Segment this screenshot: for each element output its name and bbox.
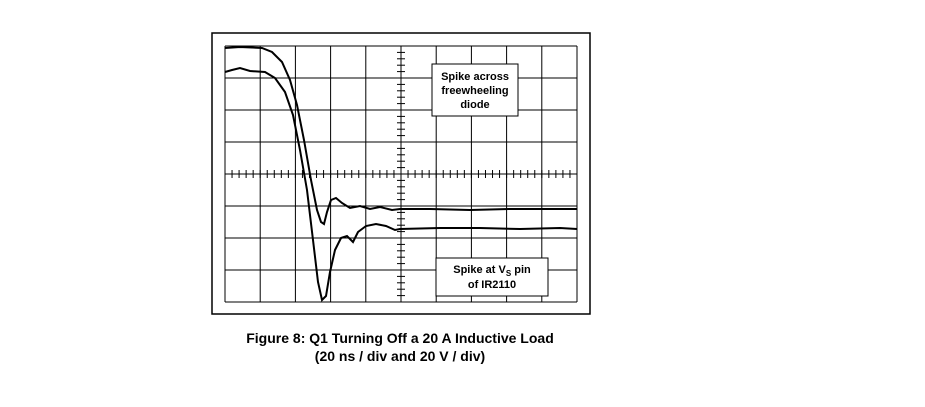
trace-freewheeling (224, 45, 577, 226)
annotation-text: Spike at VS pin (453, 264, 531, 278)
annotation-subscript: S (506, 269, 512, 278)
annotation-text: diode (460, 99, 489, 111)
trace-vs-pin (224, 66, 578, 302)
annotation-box (435, 257, 549, 297)
annotation-text: pin (511, 264, 531, 276)
scope-frame (211, 32, 591, 315)
annotation-text: Spike at V (453, 264, 506, 276)
caption: Figure 8: Q1 Turning Off a 20 A Inductiv… (246, 330, 554, 346)
annotation-text: Spike across (441, 71, 509, 83)
annotation-text: freewheeling (441, 85, 508, 97)
caption: (20 ns / div and 20 V / div) (315, 348, 485, 364)
annotation-text: of IR2110 (468, 279, 516, 291)
annotation-box (431, 63, 519, 117)
